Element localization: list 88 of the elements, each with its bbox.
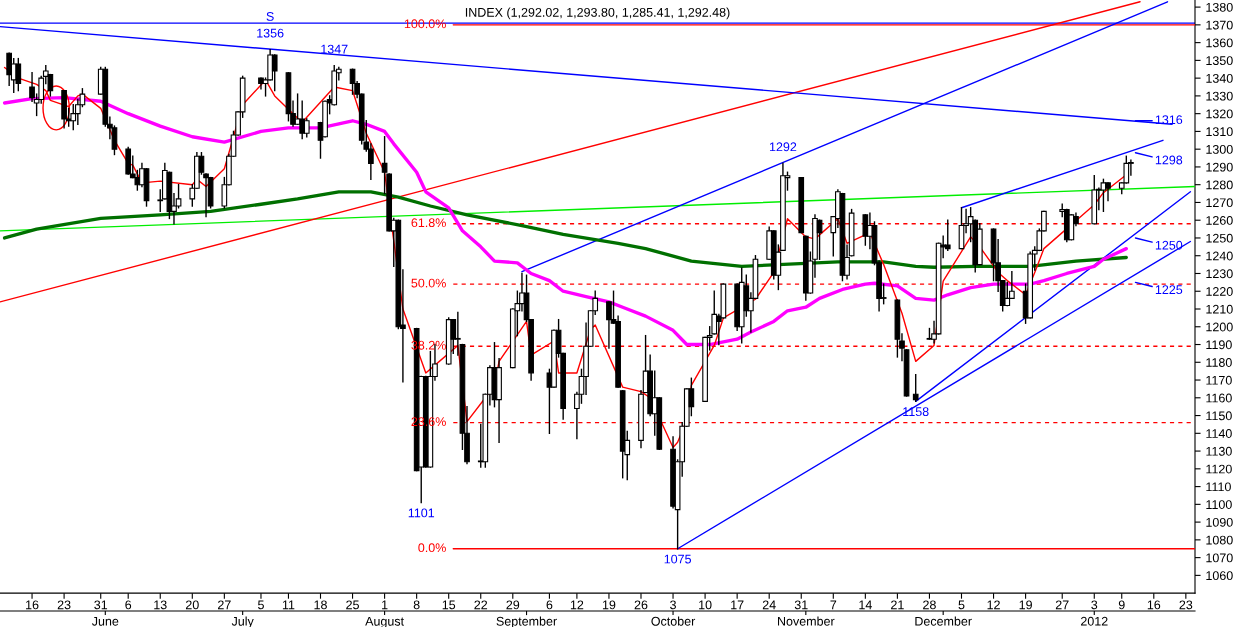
- x-tick-label: 27: [1055, 600, 1069, 610]
- x-tick-label: 16: [26, 600, 39, 610]
- text: INDEX (1,292.02, 1,293.80, 1,285.41, 1,292.48): [465, 7, 730, 20]
- y-tick-label: 1090: [1206, 517, 1233, 527]
- x-tick-label: 17: [731, 600, 744, 610]
- x-tick-label: 23: [1179, 600, 1193, 610]
- y-tick-label: 1310: [1206, 127, 1233, 137]
- x-tick-label: 16: [1147, 600, 1161, 610]
- y-tick-label: 1380: [1206, 2, 1233, 12]
- y-tick-label: 1250: [1206, 233, 1233, 243]
- x-tick-label: 25: [346, 600, 359, 610]
- y-tick-label: 1140: [1206, 429, 1232, 438]
- x-tick-label: 8: [413, 600, 420, 610]
- y-tick-label: 1330: [1206, 91, 1233, 101]
- y-tick-label: 1280: [1206, 180, 1233, 190]
- x-tick-label: 15: [442, 600, 456, 610]
- annotation: 1292: [769, 142, 797, 152]
- annotation: S: [266, 12, 274, 21]
- x2-tick-label: October: [651, 616, 696, 626]
- x2-tick-label: 2012: [1081, 616, 1108, 626]
- y-tick-label: 1370: [1206, 20, 1233, 30]
- x-tick-label: 13: [154, 600, 167, 610]
- y-tick-label: 1360: [1206, 38, 1233, 48]
- y-tick-label: 1160: [1206, 393, 1232, 403]
- annotation: 1356: [257, 28, 284, 38]
- y-tick-label: 1220: [1206, 287, 1233, 296]
- annotation: 61.8%: [411, 218, 446, 228]
- y-tick-label: 1300: [1206, 144, 1233, 154]
- x-tick-label: 23: [57, 600, 71, 610]
- y-tick-label: 1200: [1206, 322, 1233, 332]
- x-tick-label: 1: [382, 600, 388, 610]
- x-tick-label: 20: [185, 600, 199, 610]
- y-tick-label: 1120: [1206, 464, 1232, 474]
- x-tick-label: 14: [859, 600, 872, 610]
- y-tick-label: 1320: [1206, 109, 1233, 119]
- y-tick-label: 1290: [1206, 162, 1233, 172]
- x-tick-label: 22: [474, 600, 488, 610]
- x-tick-label: 12: [570, 600, 584, 610]
- y-tick-label: 1230: [1206, 269, 1233, 279]
- x-tick-label: 3: [670, 600, 676, 610]
- y-tick-label: 1080: [1206, 535, 1233, 545]
- annotation: 1075: [664, 554, 692, 564]
- x-tick-label: 19: [1019, 600, 1032, 610]
- y-tick-label: 1270: [1206, 198, 1233, 208]
- y-tick-label: 1150: [1206, 411, 1232, 421]
- x-tick-label: 3: [1091, 600, 1098, 610]
- annotation: 1298: [1155, 155, 1183, 165]
- x-tick-label: 18: [314, 600, 327, 610]
- x-tick-label: 11: [282, 600, 295, 610]
- x-tick-label: 5: [958, 600, 965, 610]
- y-tick-label: 1210: [1206, 304, 1233, 314]
- x2-tick-label: December: [915, 616, 972, 626]
- x-tick-label: 5: [258, 600, 264, 610]
- y-tick-label: 1180: [1206, 358, 1232, 367]
- x-tick-label: 31: [94, 600, 108, 610]
- annotation: 1101: [408, 508, 435, 518]
- y-tick-label: 1190: [1206, 340, 1232, 350]
- y-tick-label: 1240: [1206, 251, 1233, 261]
- x-tick-label: 12: [987, 600, 1000, 610]
- annotation: 1225: [1155, 285, 1183, 295]
- annotation: 50.0%: [411, 278, 446, 288]
- y-tick-label: 1350: [1206, 56, 1233, 66]
- x-tick-label: 21: [891, 600, 904, 610]
- x-tick-label: 19: [602, 600, 616, 610]
- x-tick-label: 29: [506, 600, 520, 610]
- y-tick-label: 1340: [1206, 73, 1233, 83]
- y-tick-label: 1070: [1206, 553, 1233, 563]
- x-tick-label: 27: [218, 600, 231, 610]
- y-tick-label: 1100: [1206, 500, 1232, 509]
- x-tick-label: 26: [634, 600, 648, 610]
- y-tick-label: 1170: [1206, 375, 1232, 385]
- x-tick-label: 7: [830, 600, 837, 610]
- x-tick-label: 31: [794, 600, 808, 610]
- y-tick-label: 1110: [1206, 482, 1231, 492]
- x-tick-label: 9: [1118, 600, 1125, 610]
- x-tick-label: 28: [923, 600, 936, 610]
- x-tick-label: 24: [762, 600, 776, 610]
- x2-tick-label: June: [91, 616, 119, 626]
- annotation: 1158: [903, 407, 929, 417]
- x-tick-label: 10: [699, 600, 712, 610]
- annotation: 1250: [1155, 240, 1183, 250]
- y-tick-label: 1260: [1206, 216, 1233, 225]
- annotation: 0.0%: [418, 543, 446, 553]
- x2-tick-label: November: [778, 616, 835, 626]
- y-tick-label: 1060: [1206, 571, 1233, 581]
- x-tick-label: 6: [125, 600, 132, 610]
- y-tick-label: 1130: [1206, 446, 1232, 456]
- x-tick-label: 6: [546, 600, 553, 610]
